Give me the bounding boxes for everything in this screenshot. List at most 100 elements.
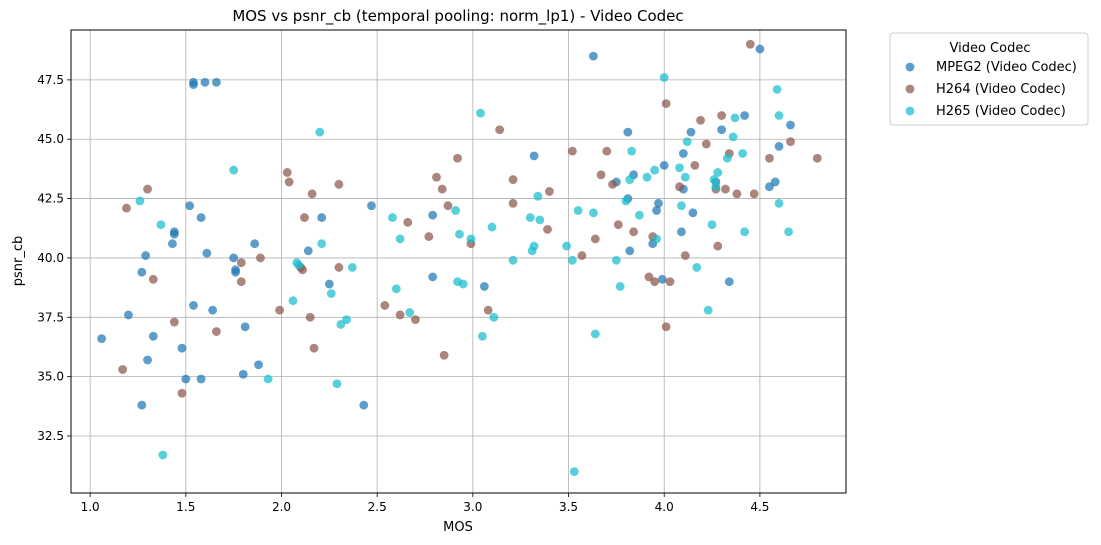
data-point xyxy=(774,198,784,208)
data-point xyxy=(458,279,468,289)
data-point xyxy=(428,210,438,220)
data-point xyxy=(437,184,447,194)
y-tick-label: 40.0 xyxy=(37,251,64,265)
data-point xyxy=(755,44,765,54)
data-point xyxy=(625,246,635,256)
data-point xyxy=(680,172,690,182)
data-point xyxy=(451,206,461,215)
data-point xyxy=(141,251,151,260)
data-point xyxy=(135,196,145,206)
x-tick-label: 4.5 xyxy=(750,500,769,514)
data-point xyxy=(403,217,413,227)
data-points xyxy=(97,39,822,477)
data-point xyxy=(812,153,822,163)
legend-entry: H264 (Video Codec) xyxy=(936,82,1066,97)
data-point xyxy=(535,215,545,225)
data-point xyxy=(724,277,734,287)
data-point xyxy=(529,151,539,161)
data-point xyxy=(424,232,434,241)
data-point xyxy=(212,327,221,336)
data-point xyxy=(508,255,518,265)
data-point xyxy=(148,331,158,341)
data-point xyxy=(625,175,635,184)
data-point xyxy=(713,241,723,251)
data-point xyxy=(686,127,696,137)
data-point xyxy=(749,189,759,199)
data-point xyxy=(122,203,131,213)
data-point xyxy=(250,239,260,249)
data-point xyxy=(711,182,721,192)
data-point xyxy=(611,255,621,265)
data-point xyxy=(158,450,168,460)
data-point xyxy=(148,274,158,284)
data-point xyxy=(680,251,690,260)
data-point xyxy=(675,163,684,173)
data-point xyxy=(728,132,738,142)
data-point xyxy=(332,379,342,389)
data-point xyxy=(615,282,625,291)
x-tick-label: 4.0 xyxy=(655,500,674,514)
data-point xyxy=(307,189,317,199)
data-point xyxy=(359,400,369,410)
data-point xyxy=(577,251,587,260)
data-point xyxy=(309,343,319,353)
data-point xyxy=(613,220,623,230)
data-point xyxy=(717,125,727,135)
data-point xyxy=(395,310,405,320)
x-tick-label: 1.5 xyxy=(176,500,195,514)
data-point xyxy=(661,322,671,332)
data-point xyxy=(675,182,684,192)
chart-title: MOS vs psnr_cb (temporal pooling: norm_l… xyxy=(232,7,683,26)
data-point xyxy=(212,77,221,87)
data-point xyxy=(692,263,702,272)
data-point xyxy=(156,220,166,230)
data-point xyxy=(573,206,583,215)
data-point xyxy=(642,172,652,182)
data-point xyxy=(508,175,518,184)
legend: Video Codec MPEG2 (Video Codec) H264 (Vid… xyxy=(889,32,1089,126)
data-point xyxy=(562,241,572,251)
data-point xyxy=(97,334,107,344)
data-point xyxy=(774,111,784,120)
data-point xyxy=(569,467,579,477)
data-point xyxy=(544,187,554,196)
data-point xyxy=(238,369,248,379)
data-point xyxy=(181,374,191,384)
series-1 xyxy=(118,39,822,398)
data-point xyxy=(738,149,748,158)
data-point xyxy=(696,115,705,125)
x-tick-label: 3.5 xyxy=(559,500,578,514)
data-point xyxy=(730,113,740,123)
data-point xyxy=(169,227,179,237)
data-point xyxy=(659,73,669,82)
data-point xyxy=(300,213,309,222)
data-point xyxy=(411,315,420,325)
data-point xyxy=(168,239,177,249)
data-point xyxy=(543,225,552,234)
data-point xyxy=(495,125,505,135)
data-point xyxy=(196,213,206,222)
data-point xyxy=(208,305,218,315)
data-point xyxy=(602,146,612,156)
data-point xyxy=(466,234,476,244)
data-point xyxy=(284,177,294,187)
data-point xyxy=(678,149,688,158)
data-point xyxy=(721,184,730,194)
data-point xyxy=(388,213,397,222)
data-point xyxy=(657,274,667,284)
data-point xyxy=(786,120,795,130)
x-tick-label: 1.0 xyxy=(81,500,100,514)
data-point xyxy=(263,374,273,384)
data-point xyxy=(118,365,128,374)
legend-marker xyxy=(905,106,915,116)
data-point xyxy=(405,308,415,317)
data-point xyxy=(590,329,600,339)
data-point xyxy=(479,282,489,291)
data-point xyxy=(682,137,692,146)
x-axis-label: MOS xyxy=(443,520,473,535)
y-tick-label: 47.5 xyxy=(37,73,64,87)
y-tick-label: 32.5 xyxy=(37,429,64,443)
data-point xyxy=(740,111,749,120)
data-point xyxy=(189,77,198,87)
